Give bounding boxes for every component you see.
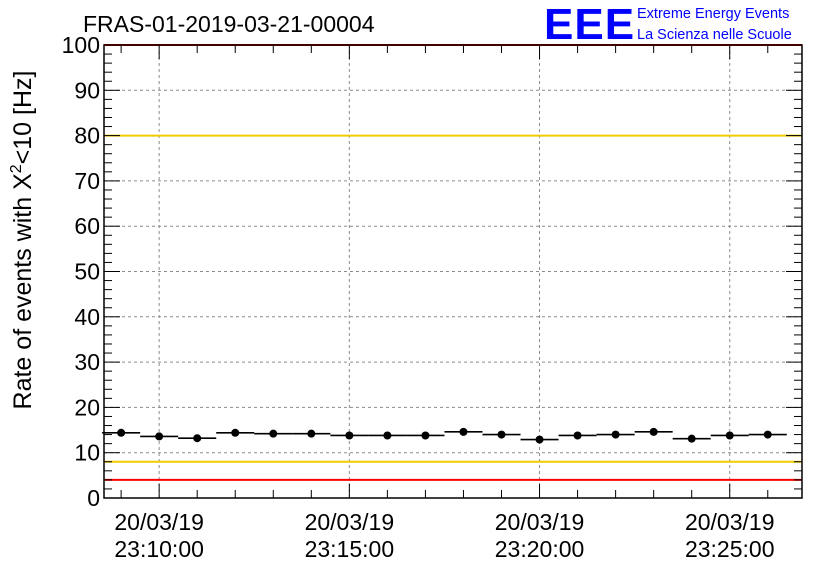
y-tick-label: 30 xyxy=(74,349,100,375)
x-tick-label-date: 20/03/19 xyxy=(685,509,775,535)
y-axis-label-suffix: <10 [Hz] xyxy=(9,71,37,165)
logo-line-1: Extreme Energy Events xyxy=(637,6,789,22)
y-tick-label: 90 xyxy=(74,77,100,103)
data-point-marker xyxy=(649,427,658,436)
data-point-marker xyxy=(193,434,202,443)
data-point xyxy=(520,435,559,444)
data-point xyxy=(406,431,445,440)
x-tick-labels: 20/03/1923:10:0020/03/1923:15:0020/03/19… xyxy=(114,509,774,562)
y-tick-labels: 0 10 20 30 40 50 60 70 80 90 100 xyxy=(62,32,100,511)
y-tick-label: 60 xyxy=(74,213,100,239)
data-point-marker xyxy=(383,431,392,440)
grid xyxy=(104,45,802,498)
data-point xyxy=(596,430,635,439)
data-point-marker xyxy=(231,428,240,437)
data-point-marker xyxy=(459,427,468,436)
data-point-marker xyxy=(611,430,620,439)
data-point xyxy=(710,431,749,440)
y-tick-label: 0 xyxy=(87,485,100,511)
y-tick-label: 100 xyxy=(62,32,100,58)
data-point-marker xyxy=(117,428,126,437)
data-point xyxy=(482,430,521,439)
x-tick-label-date: 20/03/19 xyxy=(305,509,395,535)
data-point-marker xyxy=(535,435,544,444)
logo-line-2: La Scienza nelle Scuole xyxy=(637,27,792,43)
data-point-marker xyxy=(687,434,696,443)
data-point xyxy=(634,427,673,436)
x-tick-label-time: 23:20:00 xyxy=(495,536,585,562)
y-tick-label: 70 xyxy=(74,168,100,194)
y-tick-label: 40 xyxy=(74,304,100,330)
x-tick-label-date: 20/03/19 xyxy=(495,509,585,535)
y-tick-label: 80 xyxy=(74,123,100,149)
eee-logo: EEE Extreme Energy Events La Scienza nel… xyxy=(544,0,792,49)
data-point-marker xyxy=(421,431,430,440)
y-tick-label: 20 xyxy=(74,394,100,420)
data-point-marker xyxy=(725,431,734,440)
data-point xyxy=(102,428,141,437)
eee-logo-mark: EEE xyxy=(544,0,635,49)
data-point xyxy=(292,429,331,438)
y-axis-label-prefix: Rate of events with X xyxy=(9,173,37,410)
y-axis-label-sup: 2 xyxy=(8,164,25,173)
y-tick-label: 50 xyxy=(74,259,100,285)
data-point xyxy=(178,434,217,443)
data-point xyxy=(254,429,293,438)
data-points xyxy=(102,427,787,444)
data-point xyxy=(140,432,179,441)
data-point xyxy=(558,431,597,440)
data-point xyxy=(748,430,787,439)
plot-frame xyxy=(103,44,803,499)
data-point-marker xyxy=(307,429,316,438)
y-tick-label: 10 xyxy=(74,440,100,466)
data-point xyxy=(216,428,255,437)
x-tick-label-time: 23:10:00 xyxy=(114,536,204,562)
data-point-marker xyxy=(269,429,278,438)
y-axis-label: Rate of events with X2<10 [Hz] xyxy=(8,71,37,410)
data-point-marker xyxy=(763,430,772,439)
data-point-marker xyxy=(345,431,354,440)
data-point-marker xyxy=(155,432,164,441)
data-point xyxy=(330,431,369,440)
data-point xyxy=(444,427,483,436)
data-point-marker xyxy=(573,431,582,440)
chart-title: FRAS-01-2019-03-21-00004 xyxy=(83,11,375,37)
x-tick-label-date: 20/03/19 xyxy=(114,509,204,535)
reference-lines xyxy=(104,44,802,481)
data-point xyxy=(368,431,407,440)
x-tick-label-time: 23:15:00 xyxy=(305,536,395,562)
x-tick-label-time: 23:25:00 xyxy=(685,536,775,562)
data-point xyxy=(672,434,711,443)
data-point-marker xyxy=(497,430,506,439)
